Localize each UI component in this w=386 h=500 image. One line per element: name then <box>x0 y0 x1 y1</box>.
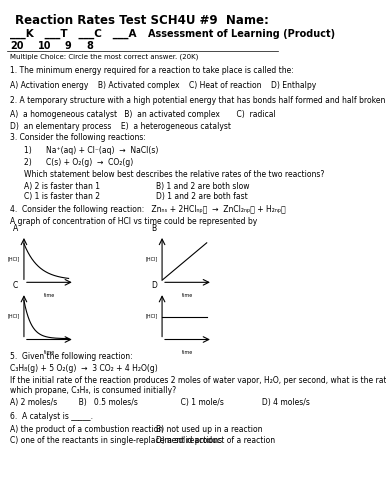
Text: 2. A temporary structure with a high potential energy that has bonds half formed: 2. A temporary structure with a high pot… <box>10 96 386 105</box>
Text: time: time <box>182 350 193 356</box>
Text: 6.  A catalyst is _____.: 6. A catalyst is _____. <box>10 412 93 420</box>
Text: 8: 8 <box>87 41 94 51</box>
Text: A) 2 is faster than 1: A) 2 is faster than 1 <box>24 182 100 191</box>
Text: Multiple Choice: Circle the most correct answer. (20K): Multiple Choice: Circle the most correct… <box>10 54 198 60</box>
Text: C₃H₈(g) + 5 O₂(g)  →  3 CO₂ + 4 H₂O(g): C₃H₈(g) + 5 O₂(g) → 3 CO₂ + 4 H₂O(g) <box>10 364 157 373</box>
Text: 10: 10 <box>38 41 52 51</box>
Text: time: time <box>182 294 193 298</box>
Text: 20: 20 <box>10 41 24 51</box>
Text: C) 1 is faster than 2: C) 1 is faster than 2 <box>24 192 100 201</box>
Text: 1. The minimum energy required for a reaction to take place is called the:: 1. The minimum energy required for a rea… <box>10 66 294 75</box>
Text: Assessment of Learning (Product): Assessment of Learning (Product) <box>148 28 335 38</box>
Text: D: D <box>151 281 157 290</box>
Text: 1)      Na⁺(aq) + Cl⁻(aq)  →  NaCl(s): 1) Na⁺(aq) + Cl⁻(aq) → NaCl(s) <box>24 146 158 155</box>
Text: If the initial rate of the reaction produces 2 moles of water vapor, H₂O, per se: If the initial rate of the reaction prod… <box>10 376 386 385</box>
Text: B: B <box>151 224 156 232</box>
Text: [HCl]: [HCl] <box>146 314 158 318</box>
Text: Reaction Rates Test SCH4U #9  Name:: Reaction Rates Test SCH4U #9 Name: <box>15 14 269 27</box>
Text: [HCl]: [HCl] <box>146 256 158 261</box>
Text: A)  a homogeneous catalyst   B)  an activated complex       C)  radical: A) a homogeneous catalyst B) an activate… <box>10 110 276 119</box>
Text: B) 1 and 2 are both slow: B) 1 and 2 are both slow <box>156 182 250 191</box>
Text: D) a solid product of a reaction: D) a solid product of a reaction <box>156 436 276 446</box>
Text: 3. Consider the following reactions:: 3. Consider the following reactions: <box>10 133 146 142</box>
Text: A: A <box>13 224 18 232</box>
Text: A) the product of a combustion reaction: A) the product of a combustion reaction <box>10 424 163 434</box>
Text: which propane, C₃H₈, is consumed initially?: which propane, C₃H₈, is consumed initial… <box>10 386 176 394</box>
Text: A) Activation energy    B) Activated complex    C) Heat of reaction    D) Enthal: A) Activation energy B) Activated comple… <box>10 81 316 90</box>
Text: D)  an elementary process    E)  a heterogeneous catalyst: D) an elementary process E) a heterogene… <box>10 122 231 130</box>
Text: D) 1 and 2 are both fast: D) 1 and 2 are both fast <box>156 192 248 201</box>
Text: A) 2 moles/s         B)   0.5 moles/s                  C) 1 mole/s              : A) 2 moles/s B) 0.5 moles/s C) 1 mole/s <box>10 398 310 406</box>
Text: time: time <box>44 294 55 298</box>
Text: ___K   ___T   ___C   ___A: ___K ___T ___C ___A <box>10 28 136 39</box>
Text: 5.  Given the following reaction:: 5. Given the following reaction: <box>10 352 132 361</box>
Text: C: C <box>13 281 18 290</box>
Text: Which statement below best describes the relative rates of the two reactions?: Which statement below best describes the… <box>24 170 324 179</box>
Text: 2)      C(s) + O₂(g)  →  CO₂(g): 2) C(s) + O₂(g) → CO₂(g) <box>24 158 133 167</box>
Text: A graph of concentration of HCl vs time could be represented by: A graph of concentration of HCl vs time … <box>10 217 257 226</box>
Text: C) one of the reactants in single-replacement reactions: C) one of the reactants in single-replac… <box>10 436 222 446</box>
Text: 4.  Consider the following reaction:   Znₙₛ + 2HClₙₚ⦩  →  ZnCl₂ₙₚ⦩ + H₂ₙₚ⦩: 4. Consider the following reaction: Znₙₛ… <box>10 205 286 214</box>
Text: [HCl]: [HCl] <box>7 256 20 261</box>
Text: [HCl]: [HCl] <box>7 314 20 318</box>
Text: 9: 9 <box>64 41 71 51</box>
Text: B) not used up in a reaction: B) not used up in a reaction <box>156 424 263 434</box>
Text: time: time <box>44 350 55 356</box>
